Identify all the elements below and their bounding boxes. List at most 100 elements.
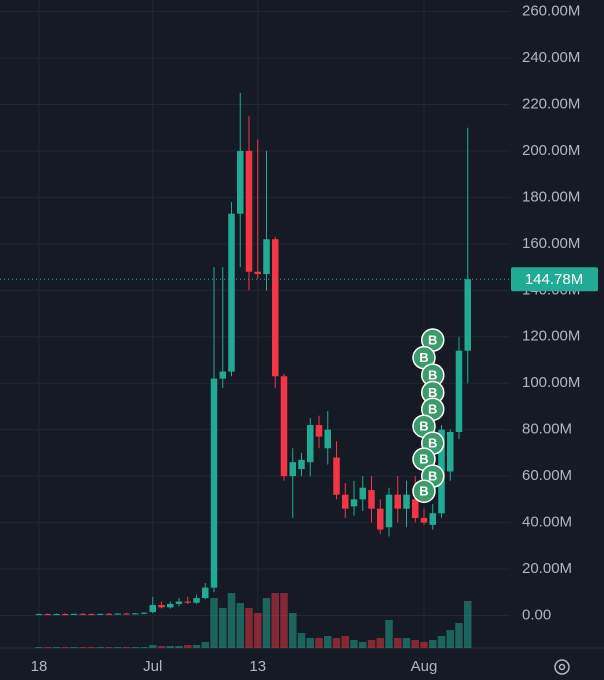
volume-bar xyxy=(184,645,192,648)
candle-body xyxy=(394,494,401,509)
candle-body xyxy=(289,462,296,477)
candle-body xyxy=(272,239,279,377)
volume-bar xyxy=(219,608,227,648)
candle-body xyxy=(385,494,393,528)
buy-marker: B xyxy=(421,397,445,421)
volume-bar xyxy=(105,647,113,648)
candle-body xyxy=(53,614,60,616)
volume-bar xyxy=(332,638,341,648)
settings-ring xyxy=(554,659,570,675)
candle-body xyxy=(132,613,139,615)
candle-body xyxy=(35,614,43,616)
y-tick-label: 40.00M xyxy=(522,514,572,531)
candle-body xyxy=(219,371,226,379)
volume-bar xyxy=(420,642,428,648)
volume-bar xyxy=(175,646,183,648)
candle-body xyxy=(342,494,349,509)
volume-bar xyxy=(227,593,236,648)
volume-bar xyxy=(367,640,376,648)
buy-marker-label: B xyxy=(419,484,428,499)
volume-bar xyxy=(79,647,87,648)
volume-bar xyxy=(429,640,437,648)
y-tick-label: 160.00M xyxy=(522,235,580,252)
candle-body xyxy=(464,279,471,351)
buy-marker: B xyxy=(412,447,436,471)
candle-body xyxy=(202,587,209,599)
candle-body xyxy=(193,598,200,603)
candle-body xyxy=(315,425,323,437)
buy-marker-label: B xyxy=(428,368,437,383)
volume-bar xyxy=(411,640,419,648)
candle-body xyxy=(377,508,384,530)
grid xyxy=(0,0,510,648)
candle-body xyxy=(263,239,270,275)
volume-bar xyxy=(87,647,96,648)
volume-bar xyxy=(341,636,349,648)
buy-marker-label: B xyxy=(419,419,428,434)
settings-core xyxy=(558,663,566,671)
candle-body xyxy=(420,517,428,523)
x-tick-label: 13 xyxy=(249,658,266,675)
volume-bar xyxy=(236,603,244,648)
volume-bar xyxy=(446,630,454,648)
volume-bar xyxy=(131,647,139,648)
volume-bar xyxy=(394,638,402,648)
volume-bar xyxy=(289,613,297,648)
x-tick-label: 18 xyxy=(31,658,48,675)
buy-marker-label: B xyxy=(419,452,428,467)
candle-body xyxy=(368,490,375,509)
settings-icon[interactable] xyxy=(554,659,570,675)
candle-body xyxy=(97,613,104,615)
candle-body xyxy=(429,513,436,525)
y-tick-label: 80.00M xyxy=(522,421,572,438)
candle-body xyxy=(412,499,419,518)
buy-marker-label: B xyxy=(428,332,437,347)
volume-bar xyxy=(350,640,358,648)
y-tick-label: 100.00M xyxy=(522,374,580,391)
volume-bar xyxy=(464,601,472,648)
y-tick-label: 60.00M xyxy=(522,467,572,484)
candle-body xyxy=(114,613,121,615)
volume-bar xyxy=(114,647,122,648)
candle-body xyxy=(245,150,253,272)
volume-bar xyxy=(376,638,384,648)
y-tick-label: 240.00M xyxy=(522,49,580,66)
volume-bar xyxy=(122,647,131,648)
volume-bar xyxy=(245,608,253,648)
volume-bar xyxy=(52,647,61,648)
candle-body xyxy=(280,376,288,477)
candle-body xyxy=(184,601,191,603)
candle-body xyxy=(140,612,148,614)
y-tick-label: 200.00M xyxy=(522,142,580,159)
buy-marker-label: B xyxy=(428,436,437,451)
candle-body xyxy=(123,613,130,615)
x-tick-label: Jul xyxy=(143,658,162,675)
volume-bar xyxy=(210,598,218,648)
volume-bar xyxy=(437,636,446,648)
volume-bar xyxy=(201,642,209,648)
candle-body xyxy=(307,425,314,463)
volume-bar xyxy=(271,593,279,648)
volume-bar xyxy=(359,642,367,648)
candle-layer xyxy=(35,92,471,616)
last-price-box xyxy=(511,267,598,292)
candle-body xyxy=(210,378,218,588)
volume-bar xyxy=(385,620,393,648)
volume-bar xyxy=(262,598,271,648)
volume-layer xyxy=(35,593,472,648)
y-tick-label: 20.00M xyxy=(522,560,572,577)
volume-bar xyxy=(96,647,104,648)
x-tick-label: Aug xyxy=(411,658,438,675)
volume-bar xyxy=(35,647,43,648)
candle-body xyxy=(237,150,244,214)
candle-body xyxy=(447,432,454,472)
candle-body xyxy=(167,603,174,608)
volume-bar xyxy=(140,647,148,648)
candle-body xyxy=(228,213,235,372)
volume-bar xyxy=(306,638,314,648)
volume-bar xyxy=(315,638,323,648)
candle-body xyxy=(70,613,78,615)
candle-body xyxy=(254,271,261,275)
